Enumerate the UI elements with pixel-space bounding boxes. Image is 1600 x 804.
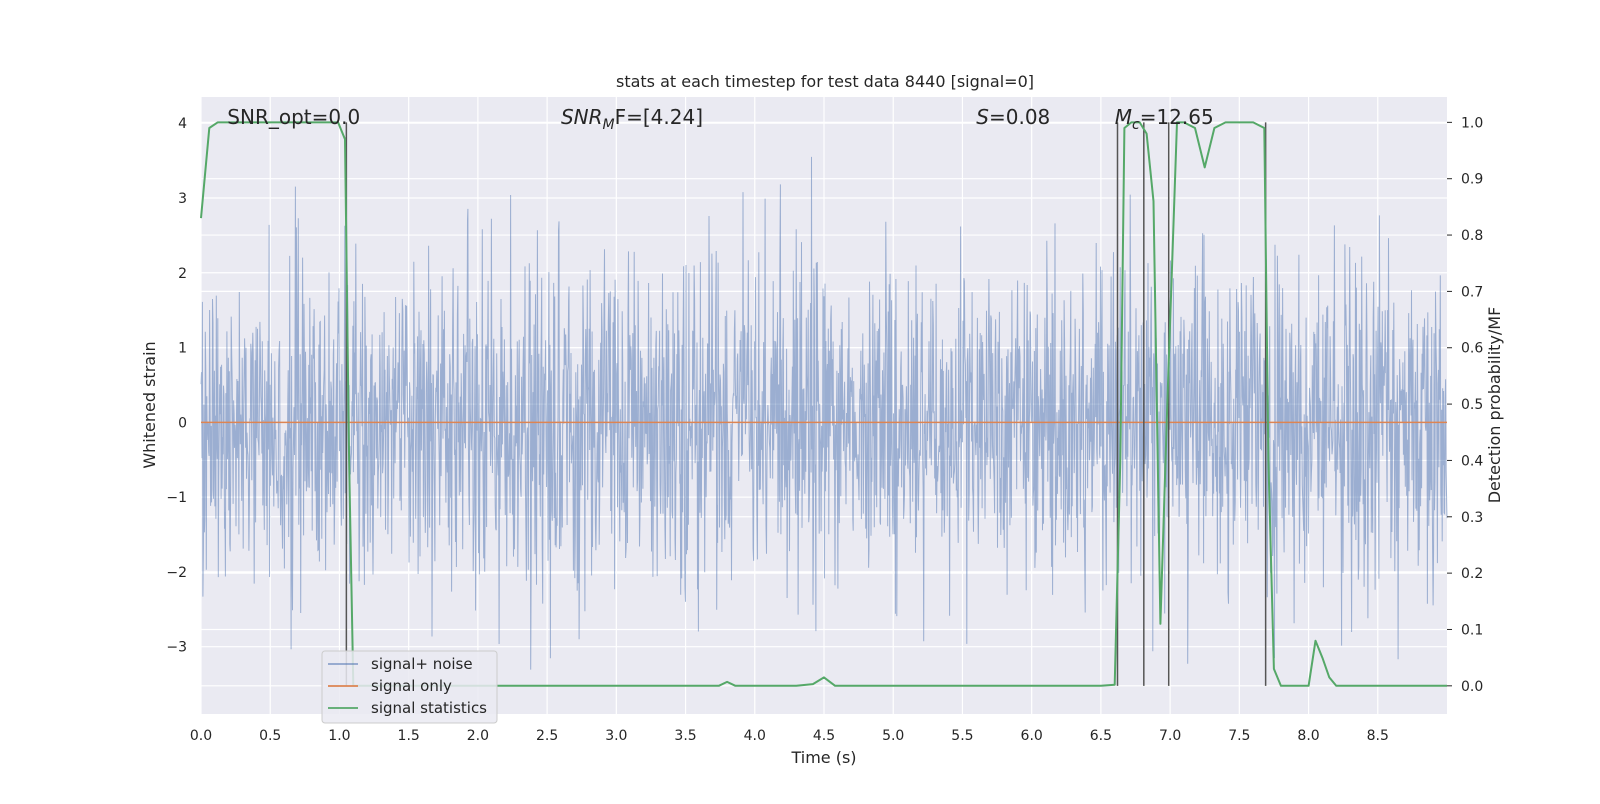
y-right-tick-label-7: 0.3 <box>1461 510 1483 526</box>
annotation-3: Mc=12.65 <box>1115 105 1214 133</box>
legend-label-statistics: signal statistics <box>371 699 487 717</box>
annotations-layer: SNR_opt=0.0 SNRMF=[4.24] S=0.08 Mc=12.65 <box>227 105 1213 133</box>
x-tick-label-4: 2.0 <box>467 728 489 744</box>
y-left-tick-label-0: 4 <box>178 116 187 132</box>
y-left-axis-label: Whitened strain <box>140 341 159 468</box>
y-left-tick-label-1: 3 <box>178 191 187 207</box>
x-tick-label-15: 7.5 <box>1228 728 1250 744</box>
x-tick-label-5: 2.5 <box>536 728 558 744</box>
x-tick-label-6: 3.0 <box>605 728 627 744</box>
noise-series-line <box>200 156 1448 670</box>
y-right-tick-label-0: 1.0 <box>1461 115 1483 131</box>
chart-title: stats at each timestep for test data 844… <box>616 72 1034 91</box>
y-right-tick-label-1: 0.9 <box>1461 172 1483 188</box>
x-tick-labels: 0.0 0.5 1.0 1.5 2.0 2.5 3.0 3.5 4.0 4.5 5.0 5.5 6.0 6… <box>190 728 1389 744</box>
x-tick-label-14: 7.0 <box>1159 728 1181 744</box>
y-right-tick-label-2: 0.8 <box>1461 228 1483 244</box>
y-left-tick-label-6: −2 <box>166 565 187 581</box>
y-right-axis-label: Detection probability/MF <box>1485 307 1504 504</box>
annotation-0: SNR_opt=0.0 <box>227 105 360 129</box>
legend: signal+ noise signal only signal statist… <box>321 650 498 724</box>
y-right-tick-label-9: 0.1 <box>1461 622 1483 638</box>
x-tick-label-8: 4.0 <box>744 728 766 744</box>
y-right-tick-labels: 1.0 0.9 0.8 0.7 0.6 0.5 0.4 0.3 0.2 0.1 0.0 <box>1447 115 1483 695</box>
x-tick-label-3: 1.5 <box>398 728 420 744</box>
noise-series-layer <box>200 156 1448 670</box>
x-tick-label-12: 6.0 <box>1021 728 1043 744</box>
y-left-tick-label-2: 2 <box>178 266 187 282</box>
y-right-tick-label-4: 0.6 <box>1461 341 1483 357</box>
x-tick-label-9: 4.5 <box>813 728 835 744</box>
y-left-tick-labels: 4 3 2 1 0 −1 −2 −3 <box>166 116 187 656</box>
y-right-tick-label-8: 0.2 <box>1461 566 1483 582</box>
x-tick-label-7: 3.5 <box>674 728 696 744</box>
y-left-tick-label-5: −1 <box>166 490 187 506</box>
x-tick-label-2: 1.0 <box>328 728 350 744</box>
legend-box <box>321 650 498 724</box>
y-left-tick-label-7: −3 <box>166 640 187 656</box>
y-left-tick-label-4: 0 <box>178 415 187 431</box>
legend-label-signal-only: signal only <box>371 677 452 695</box>
x-tick-label-1: 0.5 <box>259 728 281 744</box>
legend-label-noise: signal+ noise <box>371 655 473 673</box>
y-right-tick-label-10: 0.0 <box>1461 679 1483 695</box>
x-tick-label-11: 5.5 <box>951 728 973 744</box>
x-tick-label-13: 6.5 <box>1090 728 1112 744</box>
y-left-tick-label-3: 1 <box>178 341 187 357</box>
annotation-1: SNRMF=[4.24] <box>561 105 703 133</box>
y-right-tick-label-3: 0.7 <box>1461 284 1483 300</box>
x-axis-label: Time (s) <box>790 748 856 767</box>
y-right-tick-label-5: 0.5 <box>1461 397 1483 413</box>
x-tick-label-16: 8.0 <box>1297 728 1319 744</box>
y-right-tick-label-6: 0.4 <box>1461 453 1483 469</box>
x-tick-label-17: 8.5 <box>1367 728 1389 744</box>
x-tick-label-10: 5.0 <box>882 728 904 744</box>
annotation-2: S=0.08 <box>976 105 1050 129</box>
x-tick-label-0: 0.0 <box>190 728 212 744</box>
